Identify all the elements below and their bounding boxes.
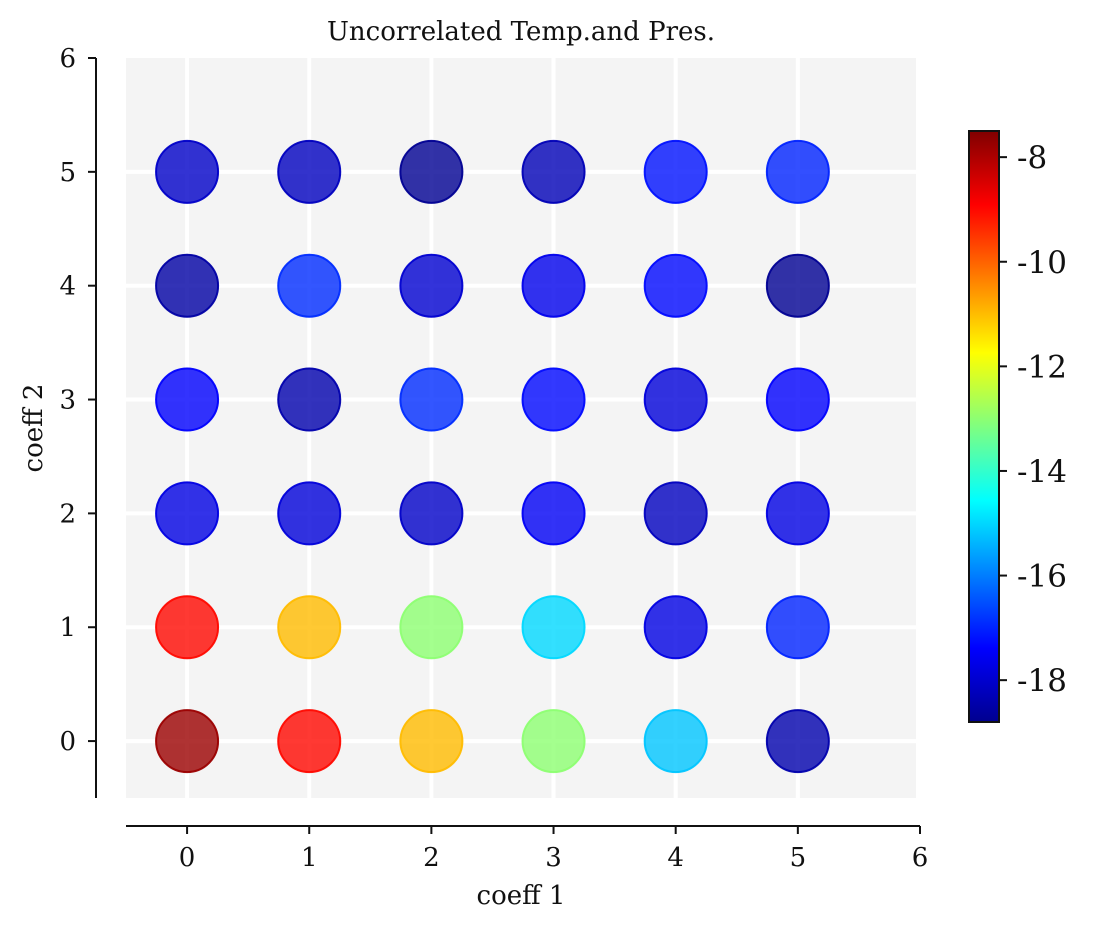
scatter-point-33 (521, 139, 586, 204)
x-tick-label-1: 1 (301, 843, 318, 873)
scatter-point-13 (277, 481, 342, 546)
scatter-point-4 (643, 709, 708, 774)
scatter-point-14 (399, 481, 464, 546)
scatter-point-7 (277, 595, 342, 660)
x-tick-label-5: 5 (790, 843, 807, 873)
scatter-point-32 (399, 139, 464, 204)
scatter-point-28 (643, 253, 708, 318)
colorbar-gradient (968, 130, 1000, 723)
x-tick-label-6: 6 (912, 843, 929, 873)
scatter-points (155, 139, 830, 774)
x-tick-label-2: 2 (423, 843, 440, 873)
colorbar-tick-label-3: -14 (1017, 454, 1067, 490)
scatter-point-18 (155, 367, 220, 432)
scatter-point-12 (155, 481, 220, 546)
scatter-point-19 (277, 367, 342, 432)
x-tick-label-4: 4 (667, 843, 684, 873)
scatter-point-27 (521, 253, 586, 318)
colorbar-tick-label-1: -10 (1017, 245, 1067, 281)
scatter-point-11 (765, 595, 830, 660)
scatter-point-17 (765, 481, 830, 546)
colorbar-tick-label-0: -8 (1017, 140, 1047, 176)
scatter-point-1 (277, 709, 342, 774)
y-tick-label-5: 5 (59, 158, 76, 188)
scatter-point-9 (521, 595, 586, 660)
y-tick-label-3: 3 (59, 386, 76, 416)
scatter-point-16 (643, 481, 708, 546)
x-axis-label: coeff 1 (477, 881, 566, 911)
chart-title: Uncorrelated Temp.and Pres. (327, 17, 715, 47)
scatter-point-0 (155, 709, 220, 774)
x-tick-label-0: 0 (179, 843, 196, 873)
scatter-point-6 (155, 595, 220, 660)
scatter-point-24 (155, 253, 220, 318)
scatter-point-30 (155, 139, 220, 204)
colorbar-tick-label-2: -12 (1017, 349, 1067, 385)
scatter-point-35 (765, 139, 830, 204)
y-tick-label-6: 6 (59, 44, 76, 74)
scatter-point-34 (643, 139, 708, 204)
scatter-point-15 (521, 481, 586, 546)
y-tick-label-2: 2 (59, 499, 76, 529)
y-axis-label: coeff 2 (19, 384, 49, 473)
scatter-point-20 (399, 367, 464, 432)
colorbar-tick-label-5: -18 (1017, 663, 1067, 699)
scatter-point-21 (521, 367, 586, 432)
scatter-point-5 (765, 709, 830, 774)
scatter-point-8 (399, 595, 464, 660)
scatter-point-26 (399, 253, 464, 318)
colorbar: -8 -10 -12 -14 -16 -18 (968, 130, 1067, 723)
y-tick-label-1: 1 (59, 613, 76, 643)
y-tick-label-4: 4 (59, 272, 76, 302)
scatter-point-23 (765, 367, 830, 432)
scatter-point-22 (643, 367, 708, 432)
scatter-point-31 (277, 139, 342, 204)
scatter-point-10 (643, 595, 708, 660)
x-tick-label-3: 3 (545, 843, 562, 873)
axes: 0 1 2 3 4 5 6 0 1 2 3 4 5 6 (59, 44, 928, 873)
colorbar-tick-label-4: -16 (1017, 559, 1067, 595)
scatter-point-2 (399, 709, 464, 774)
scatter-point-3 (521, 709, 586, 774)
y-tick-label-0: 0 (59, 727, 76, 757)
scatter-point-29 (765, 253, 830, 318)
scatter-point-25 (277, 253, 342, 318)
